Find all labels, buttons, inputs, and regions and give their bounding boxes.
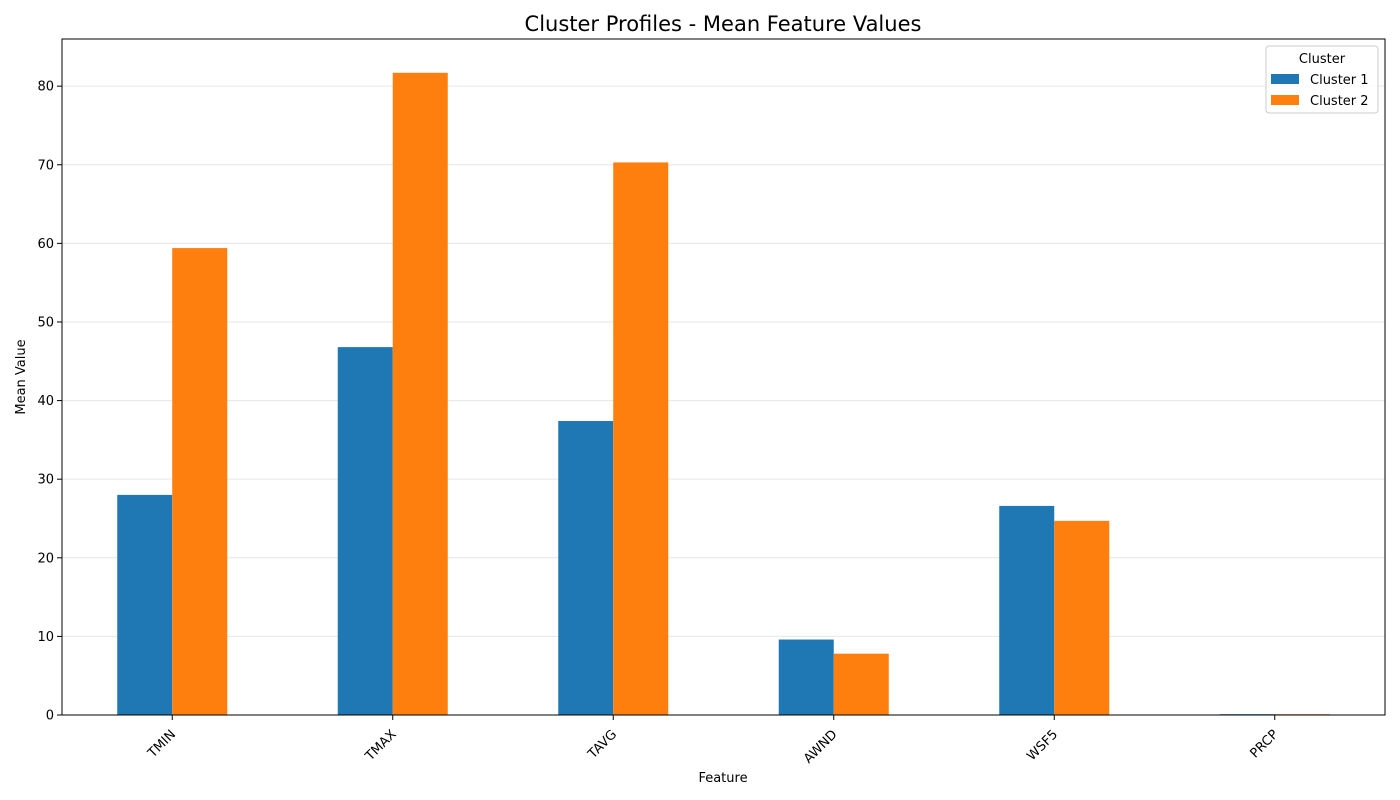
y-tick-label-40: 40	[37, 394, 54, 409]
bar-cluster-2-wsf5	[1054, 520, 1110, 715]
y-tick-label-70: 70	[37, 158, 54, 173]
y-tick-label-50: 50	[37, 315, 54, 330]
y-axis: 0 10 20 30 40 50 60 70 80	[37, 80, 62, 724]
bar-cluster-1-tmin	[117, 494, 173, 715]
bar-cluster-1-awnd	[778, 639, 834, 715]
legend-swatch-cluster-2	[1271, 95, 1299, 105]
bar-cluster-2-tmax	[392, 72, 448, 716]
y-axis-label: Mean Value	[14, 339, 29, 414]
y-tick-label-80: 80	[37, 80, 54, 95]
legend-label-cluster-2: Cluster 2	[1310, 94, 1369, 109]
legend-title: Cluster	[1299, 52, 1346, 67]
y-tick-label-10: 10	[37, 630, 54, 645]
bar-cluster-2-tmin	[172, 248, 228, 715]
legend-label-cluster-1: Cluster 1	[1310, 73, 1369, 88]
legend: Cluster Cluster 1 Cluster 2	[1265, 45, 1379, 114]
grid-lines	[62, 85, 1385, 637]
bars-layer	[117, 72, 1330, 716]
x-axis-label: Feature	[698, 771, 747, 786]
plot-frame	[61, 38, 1386, 716]
legend-swatch-cluster-1	[1271, 74, 1299, 84]
bar-cluster-2-awnd	[833, 653, 889, 715]
y-tick-label-20: 20	[37, 551, 54, 566]
bar-cluster-1-wsf5	[999, 505, 1055, 715]
bar-cluster-1-tmax	[337, 347, 393, 715]
bar-cluster-1-tavg	[558, 421, 614, 715]
bar-cluster-2-tavg	[613, 162, 669, 715]
chart-title: Cluster Profiles - Mean Feature Values	[525, 12, 922, 36]
y-tick-label-30: 30	[37, 473, 54, 488]
y-tick-label-0: 0	[46, 709, 54, 724]
y-tick-label-60: 60	[37, 237, 54, 252]
